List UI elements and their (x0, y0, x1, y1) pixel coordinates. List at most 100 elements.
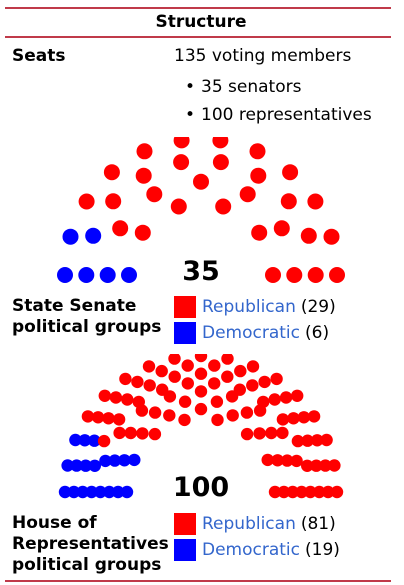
seat-dot (121, 267, 137, 283)
seat-dot (94, 485, 107, 499)
seat-dot (251, 224, 268, 241)
seat-dot (287, 412, 300, 425)
seat-dot (57, 267, 73, 283)
seat-dot (103, 485, 116, 499)
seat-dot (211, 413, 224, 427)
seat-dot (142, 360, 156, 373)
seat-dot (91, 411, 105, 424)
seat-dot (69, 433, 82, 447)
seat-dot (178, 413, 191, 427)
seat-dot (181, 359, 194, 372)
seat-dot (78, 193, 95, 210)
seat-dot (286, 485, 299, 499)
seat-dot (99, 267, 116, 283)
seat-dot (301, 459, 314, 472)
section-title: Structure (155, 12, 247, 32)
seat-dot (313, 485, 326, 499)
republican-seat-count: (81) (300, 514, 336, 534)
senate-groups-label: State Senate political groups (12, 296, 161, 338)
seat-dot (320, 433, 333, 447)
senate-seat-diagram: 35 (57, 137, 345, 283)
democratic-link[interactable]: Democratic (202, 540, 300, 560)
seat-dot (307, 410, 321, 423)
seat-dot (136, 427, 149, 440)
senate-legend-republican: Republican (29) (174, 294, 336, 320)
seat-dot (280, 193, 297, 210)
house-total: 100 (173, 472, 229, 503)
seat-dot (295, 485, 308, 499)
seat-dot (113, 426, 126, 440)
seat-dot (210, 395, 224, 408)
seat-dot (168, 354, 181, 365)
seat-dot (240, 406, 254, 419)
seat-dot (286, 267, 303, 283)
seat-dot (70, 459, 83, 472)
seat-dot (281, 454, 294, 467)
republican-swatch (174, 513, 196, 535)
seat-dot (170, 198, 187, 215)
seat-dot (134, 224, 151, 241)
seat-dot (265, 267, 281, 283)
top-divider (5, 7, 391, 9)
seat-dot (233, 383, 246, 396)
seat-dot (194, 354, 208, 363)
seat-dot (270, 372, 283, 386)
seat-dot (111, 485, 125, 499)
senate-legend: Republican (29) Democratic (6) (174, 294, 336, 346)
seat-dot (119, 372, 132, 386)
seat-dot (290, 454, 303, 468)
house-groups-label-line: political groups (12, 555, 162, 575)
seat-dot (268, 393, 281, 406)
seat-dot (249, 143, 266, 160)
seat-dot (253, 427, 266, 440)
republican-link[interactable]: Republican (202, 297, 296, 317)
seat-dot (240, 427, 254, 441)
seat-dot (253, 404, 267, 417)
seat-dot (81, 410, 95, 423)
seat-dot (250, 167, 267, 184)
seat-dot (261, 453, 274, 467)
seat-dot (301, 434, 314, 447)
seats-label: Seats (12, 46, 66, 66)
senators-count: 35 senators (185, 76, 372, 104)
seats-value: 135 voting members (174, 46, 352, 66)
seat-dot (265, 426, 278, 440)
seat-dot (277, 485, 291, 499)
republican-link[interactable]: Republican (202, 514, 296, 534)
seat-dot (135, 167, 152, 184)
seat-dot (279, 391, 293, 404)
seat-dot (112, 413, 126, 426)
seat-dot (112, 220, 129, 237)
seat-dot (212, 137, 229, 149)
seat-dot (88, 434, 101, 447)
democratic-link[interactable]: Democratic (202, 323, 300, 343)
seat-dot (329, 267, 345, 283)
seat-dot (330, 485, 344, 499)
seat-dot (173, 154, 190, 171)
seat-dot (208, 359, 221, 372)
house-groups-label-line: House of (12, 513, 97, 533)
house-seat-diagram: 100 (58, 354, 344, 503)
seat-dot (85, 485, 98, 499)
seat-dot (143, 379, 156, 392)
seats-breakdown: 35 senators 100 representatives (185, 76, 372, 132)
senate-groups-label-line: political groups (12, 317, 162, 337)
seat-dot (109, 391, 123, 404)
seat-dot (276, 426, 289, 440)
seat-dot (208, 377, 221, 390)
seat-dot (58, 485, 72, 499)
seat-dot (76, 485, 89, 499)
seat-dot (78, 434, 92, 447)
seat-dot (221, 354, 234, 365)
representatives-count: 100 representatives (185, 104, 372, 132)
democratic-seat-count: (19) (305, 540, 340, 560)
seat-dot (178, 395, 192, 408)
seat-dot (67, 485, 81, 499)
seat-dot (105, 193, 122, 210)
seat-dot (194, 402, 208, 416)
seat-dot (193, 173, 209, 190)
seat-dot (194, 385, 208, 398)
seat-dot (148, 406, 162, 419)
seat-dot (102, 412, 115, 425)
seat-dot (136, 143, 153, 160)
